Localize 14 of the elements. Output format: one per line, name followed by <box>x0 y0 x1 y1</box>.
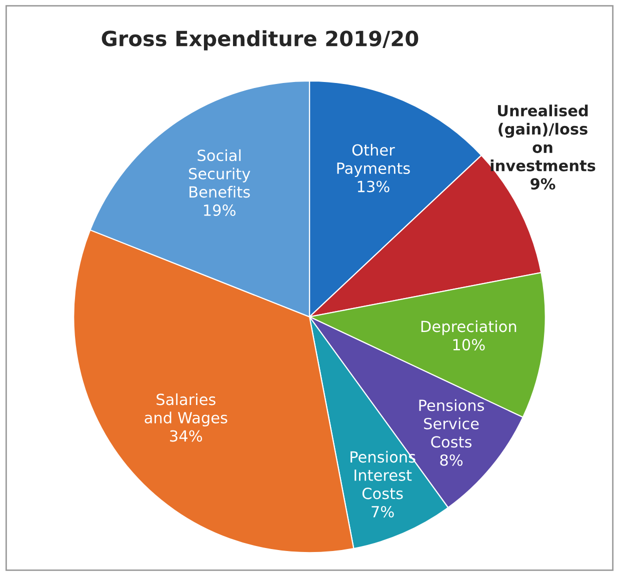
data-label: 19% <box>204 204 236 216</box>
data-label: 10% <box>453 338 485 350</box>
slice-label: Salaries and Wages <box>144 393 228 426</box>
data-label: 7% <box>372 506 394 518</box>
slice-label: Social Security Benefits <box>188 149 250 198</box>
data-label: 34% <box>170 430 202 442</box>
slice-label: Unrealised (gain)/loss on investments <box>490 104 596 172</box>
slice-label: Other Payments <box>337 144 410 177</box>
slice-label: Pensions Service Costs <box>419 399 484 448</box>
slice-label: Depreciation <box>421 320 516 336</box>
data-label: 13% <box>358 180 390 192</box>
chart-title: Gross Expenditure 2019/20 <box>102 30 418 50</box>
data-label: 8% <box>440 454 463 466</box>
data-label: 9% <box>530 178 556 190</box>
